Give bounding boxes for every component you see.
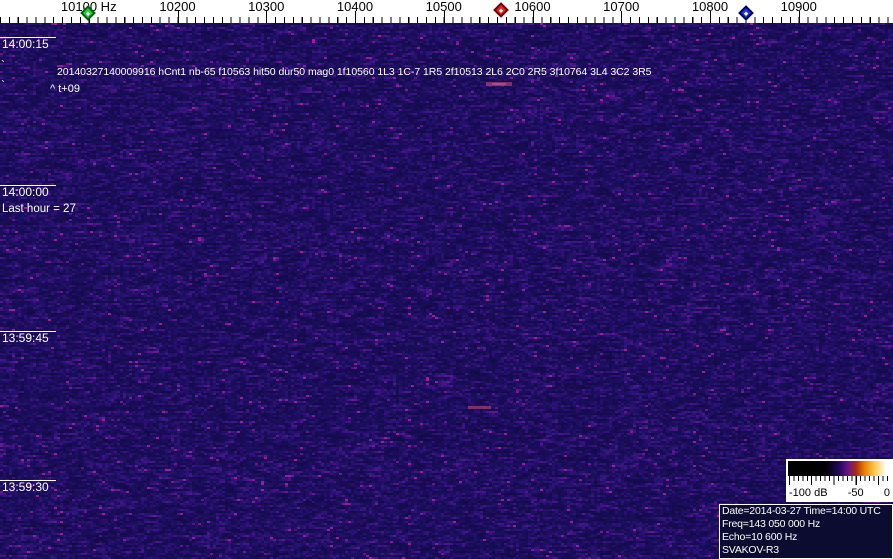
freq-label: 10400 — [336, 0, 374, 14]
status-date-line: Date=2014-03-27 Time=14:00 UTC — [722, 505, 881, 517]
db-colorbar: -100 dB -50 0 — [786, 459, 893, 502]
colorbar-label-max: 0 — [883, 487, 890, 499]
time-mark: 14:00:00 — [0, 185, 56, 199]
colorbar-ticks — [788, 476, 891, 486]
time-tick-line — [0, 37, 56, 38]
time-label: 14:00:15 — [2, 37, 49, 51]
time-tick-line — [0, 185, 56, 186]
status-echo-line: Echo=10 600 Hz — [722, 531, 798, 543]
status-station-name: SVAKOV-R3 — [722, 544, 779, 556]
ruler-major-tick — [266, 11, 268, 23]
ruler-major-tick — [798, 11, 800, 23]
freq-label: 10300 — [248, 0, 285, 14]
freq-label: 10700 — [603, 0, 640, 14]
time-label: 13:59:30 — [2, 480, 49, 494]
colorbar-labels: -100 dB -50 0 — [788, 486, 891, 500]
ruler-major-tick — [621, 11, 623, 23]
edge-tick-glyph: ` — [1, 58, 5, 72]
freq-label: 10800 — [691, 0, 729, 14]
colorbar-label-min: -100 dB — [789, 487, 828, 499]
ruler-major-tick — [177, 11, 179, 23]
colorbar-gradient — [788, 461, 891, 476]
red-diamond-marker-icon[interactable] — [493, 2, 509, 18]
freq-label: 10200 — [159, 0, 196, 14]
marker-center-dot — [498, 7, 504, 13]
ruler-major-tick — [355, 11, 356, 23]
ruler-major-tick — [710, 11, 711, 23]
last-hour-count: Last hour = 27 — [2, 203, 76, 215]
freq-label: 10900 — [780, 0, 817, 14]
time-mark: 14:00:15 — [0, 37, 56, 51]
ruler-major-tick — [532, 11, 534, 23]
time-label: 13:59:45 — [2, 331, 49, 345]
time-tick-line — [0, 331, 56, 332]
freq-label: 10500 — [425, 0, 462, 14]
edge-tick-glyph: ` — [1, 78, 5, 92]
colorbar-ticks-small — [789, 476, 891, 481]
status-box: Date=2014-03-27 Time=14:00 UTC Freq=143 … — [719, 504, 893, 559]
time-offset-label: ^ t+09 — [50, 83, 80, 95]
ruler-major-tick — [443, 11, 445, 23]
frequency-ruler: 10100 Hz 10200 10300 10400 10500 10600 1… — [0, 0, 893, 23]
colorbar-label-mid: -50 — [847, 487, 864, 499]
status-freq-line: Freq=143 050 000 Hz — [722, 518, 821, 530]
marker-center-dot — [743, 10, 749, 16]
time-mark: 13:59:45 — [0, 331, 56, 345]
event-data-line: 20140327140009916 hCnt1 nb-65 f10563 hit… — [57, 66, 652, 78]
marker-center-dot — [85, 10, 91, 16]
freq-label: 10600 — [514, 0, 551, 14]
time-mark: 13:59:30 — [0, 480, 56, 494]
spectrogram-canvas — [0, 23, 893, 559]
ruler-minor-ticks — [0, 17, 893, 23]
time-label: 14:00:00 — [2, 185, 49, 199]
time-tick-line — [0, 480, 56, 481]
